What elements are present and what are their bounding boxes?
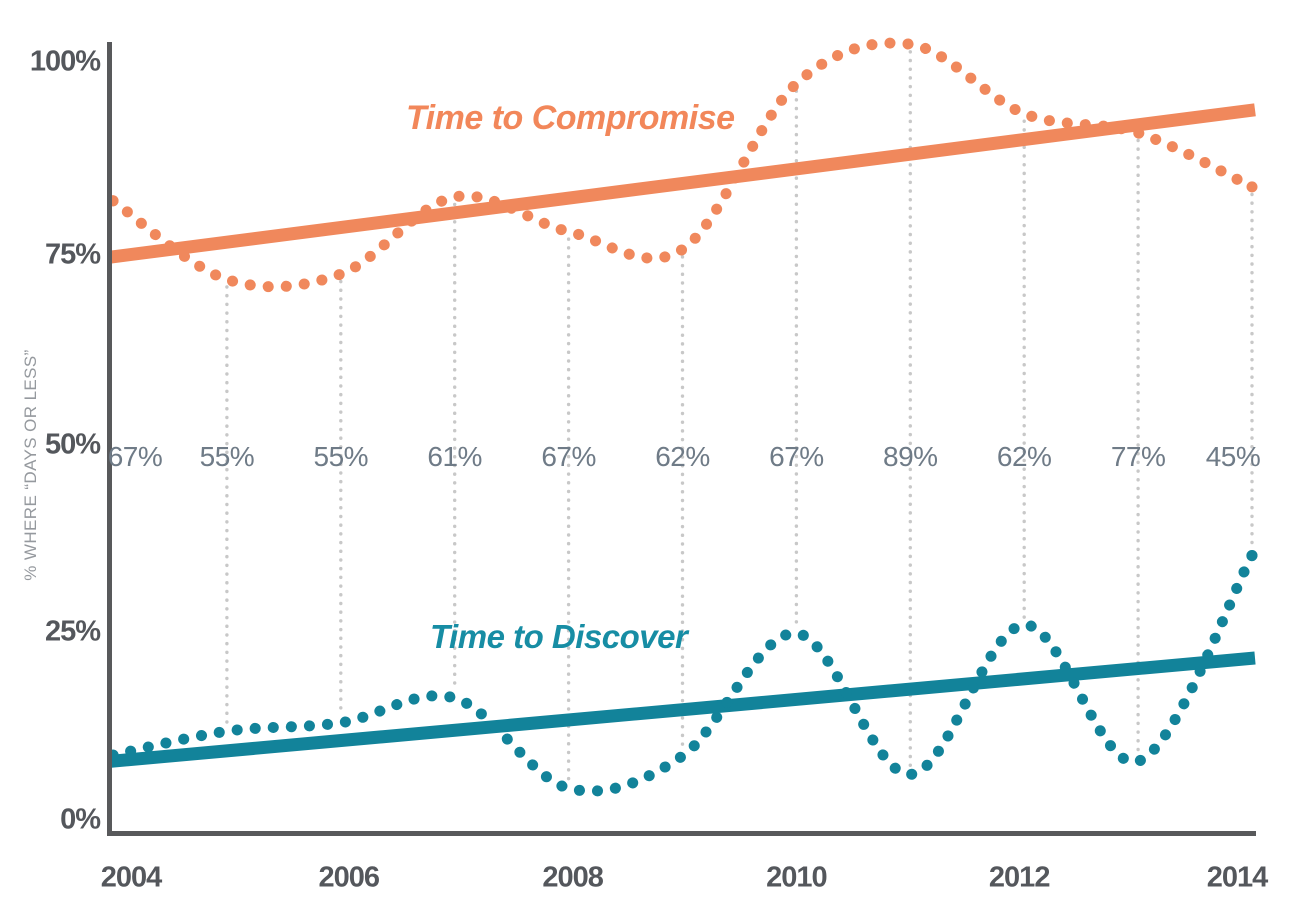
series-label-time-to-compromise: Time to Compromise xyxy=(406,99,735,137)
y-axis-title: % WHERE “DAYS OR LESS” xyxy=(21,349,40,581)
trend-line-layer xyxy=(110,103,1256,768)
discover-curve xyxy=(107,549,1258,797)
compromise-curve-end-dot xyxy=(1246,181,1258,193)
discover-trend-line xyxy=(110,651,1256,768)
discover-curve-end-dot xyxy=(1246,549,1258,561)
compromise-curve xyxy=(107,37,1258,293)
series-label-time-to-discover: Time to Discover xyxy=(430,618,688,655)
compromise-trend-line xyxy=(110,103,1256,264)
gridline-layer xyxy=(225,50,1254,783)
